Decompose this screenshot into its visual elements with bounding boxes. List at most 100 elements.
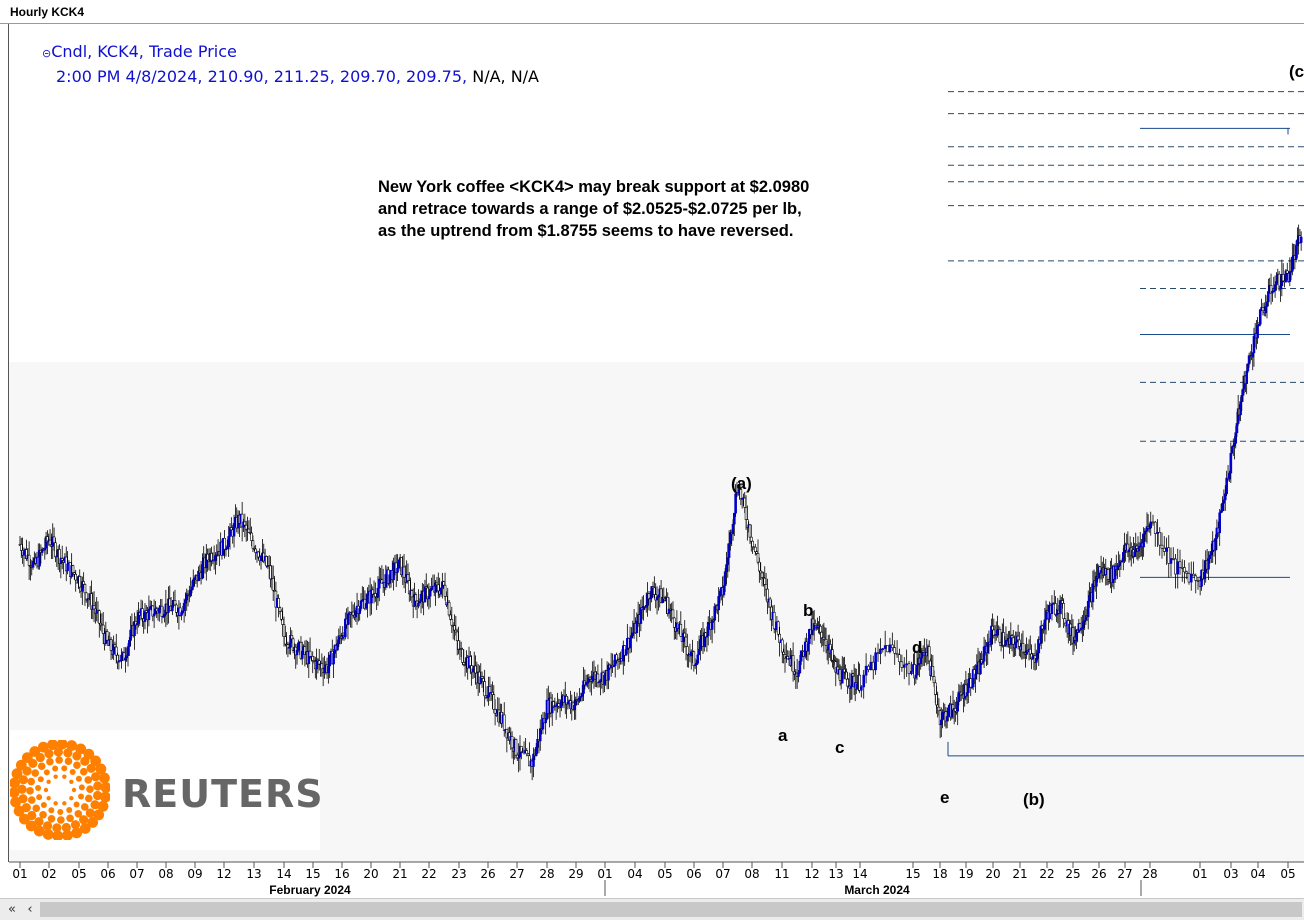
candle-body	[965, 692, 969, 697]
candle-body	[858, 674, 861, 691]
candle-body	[223, 537, 226, 550]
candle-body	[397, 559, 401, 569]
candle-body	[1028, 648, 1032, 655]
candle-body	[671, 609, 675, 619]
candle-body	[573, 704, 576, 710]
horizontal-scrollbar[interactable]: « ‹	[0, 898, 1304, 920]
scrollbar-thumb[interactable]	[40, 902, 1302, 917]
candle-body	[1225, 477, 1228, 495]
x-tick-label: 21	[392, 867, 407, 881]
analysis-annotation: New York coffee <KCK4> may break support…	[378, 176, 809, 242]
candle-body	[758, 561, 761, 572]
reuters-logo: REUTERS	[10, 730, 323, 850]
candle-body	[1192, 573, 1195, 577]
chart-legend: ⊝Cndl, KCK4, Trade Price 2:00 PM 4/8/202…	[42, 40, 539, 88]
candle-body	[1258, 309, 1262, 325]
candle-body	[945, 716, 949, 722]
reuters-dots-icon	[10, 740, 110, 840]
legend-na: N/A, N/A	[472, 67, 539, 86]
candle-body	[82, 581, 85, 585]
candle-body	[269, 565, 272, 580]
candle-body	[184, 599, 187, 604]
x-tick-label: 09	[187, 867, 202, 881]
candle-body	[364, 603, 368, 609]
logo-dot	[42, 829, 54, 840]
logo-dot	[71, 827, 83, 839]
candle-body	[748, 524, 752, 538]
candle-body	[596, 673, 600, 683]
candle-body	[290, 635, 294, 640]
candle-body	[799, 650, 803, 662]
logo-dot	[43, 787, 49, 793]
window-title-bar: Hourly KCK4	[0, 0, 1304, 24]
x-tick-label: 08	[158, 867, 173, 881]
x-tick-label: 20	[985, 867, 1000, 881]
candle-body	[1142, 533, 1145, 548]
logo-dot	[69, 796, 74, 801]
candle-body	[1230, 446, 1234, 454]
logo-dot	[55, 756, 63, 764]
logo-dot	[61, 765, 68, 772]
chevron-left-icon[interactable]: ‹	[27, 902, 33, 917]
x-tick-label: 22	[421, 867, 436, 881]
candle-body	[190, 586, 194, 591]
x-tick-label: 06	[686, 867, 701, 881]
candle-body	[271, 578, 275, 591]
x-tick-label: 26	[1091, 867, 1106, 881]
candle-body	[679, 624, 683, 637]
candle-body	[392, 562, 395, 581]
logo-dot	[26, 787, 34, 795]
candle-body	[74, 573, 77, 581]
candle-body	[327, 665, 330, 674]
x-tick-label: 07	[715, 867, 730, 881]
candle-body	[1239, 401, 1242, 416]
candle-body	[471, 668, 475, 673]
candle-body	[1106, 569, 1110, 580]
annotation-line-2: and retrace towards a range of $2.0525-$…	[378, 200, 802, 218]
logo-dot	[95, 763, 107, 775]
candle-body	[797, 672, 800, 677]
candle-body	[182, 602, 186, 611]
logo-dot	[91, 772, 101, 782]
candle-body	[406, 574, 410, 582]
candle-body	[541, 718, 545, 730]
candle-body	[1246, 363, 1250, 372]
logo-dot	[57, 808, 64, 815]
logo-dot	[84, 776, 93, 784]
logo-dot	[10, 796, 22, 808]
candle-body	[1133, 551, 1136, 557]
candle-body	[902, 664, 906, 668]
candle-body	[544, 718, 547, 724]
candle-body	[919, 657, 922, 664]
candle-body	[907, 663, 911, 674]
candle-body	[1036, 652, 1039, 659]
candle-body	[265, 556, 268, 567]
candle-body	[1050, 603, 1054, 615]
candle-body	[756, 553, 760, 563]
logo-dot	[75, 743, 87, 755]
candle-body	[886, 645, 889, 653]
candle-body	[1221, 502, 1224, 512]
legend-series: Cndl, KCK4, Trade Price	[51, 42, 237, 61]
candle-body	[772, 611, 776, 630]
candle-body	[128, 640, 131, 647]
candle-body	[672, 617, 676, 628]
x-tick-label: 15	[305, 867, 320, 881]
candle-body	[717, 596, 720, 611]
candle-body	[277, 598, 280, 608]
candle-body	[954, 708, 957, 712]
candle-body	[869, 661, 873, 670]
candle-body	[744, 507, 748, 520]
x-tick-label: 05	[71, 867, 86, 881]
double-chevron-left-icon[interactable]: «	[8, 902, 16, 917]
chart-area[interactable]	[8, 24, 1304, 862]
candle-body	[469, 656, 472, 666]
candle-body	[226, 546, 229, 550]
candle-body	[753, 546, 757, 552]
candle-body	[442, 581, 446, 586]
candle-body	[1189, 573, 1193, 583]
candle-body	[358, 608, 361, 614]
candle-body	[697, 648, 701, 656]
candle-body	[281, 619, 284, 625]
candle-body	[1265, 301, 1269, 307]
